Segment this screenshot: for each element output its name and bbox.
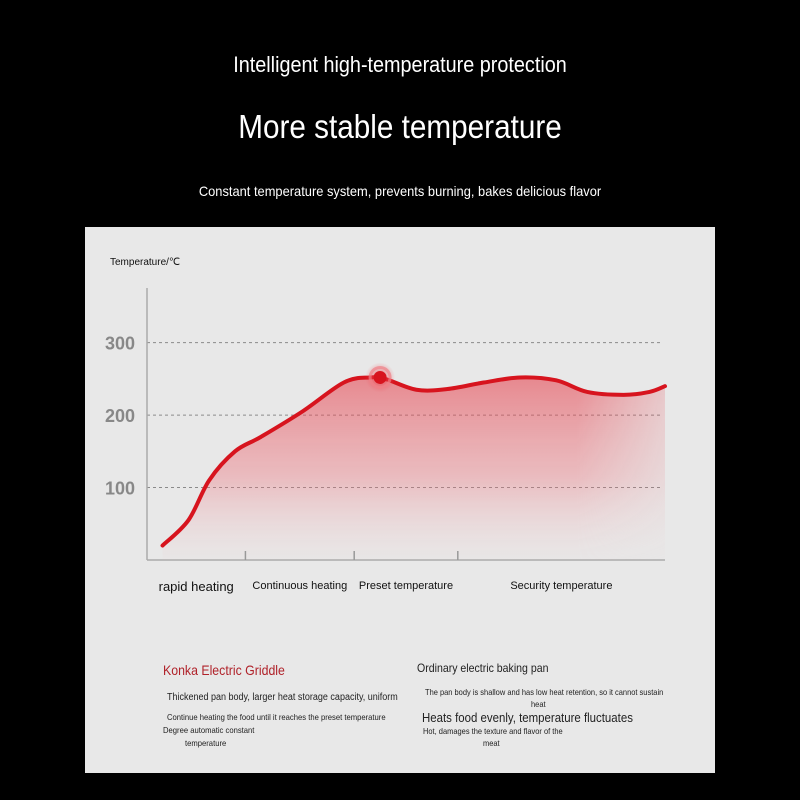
konka-line-2: Continue heating the food until it reach… [167,712,386,722]
y-axis-label: Temperature/℃ [110,257,180,268]
konka-line-4: temperature [185,738,227,748]
ordinary-line-3: Heats food evenly, temperature fluctuate… [422,710,633,725]
header-subtitle: Intelligent high-temperature protection [233,52,567,77]
temperature-chart: Temperature/℃ 100 200 300 rapid heating Con… [105,257,667,594]
phase-label: Preset temperature [359,580,453,592]
y-tick-label: 300 [105,334,135,354]
header-title: More stable temperature [238,108,562,145]
ordinary-line-1: The pan body is shallow and has low heat… [425,687,664,697]
highlight-point [373,370,387,384]
phase-label: Continuous heating [252,580,347,592]
chart-panel: Temperature/℃ 100 200 300 rapid heating Con… [85,227,715,773]
temperature-line [160,375,667,548]
y-tick-label: 100 [105,479,135,499]
y-tick-label: 200 [105,406,135,426]
ordinary-line-5: meat [483,738,500,748]
konka-line-1: Thickened pan body, larger heat storage … [167,692,398,703]
ordinary-line-4: Hot, damages the texture and flavor of t… [423,726,563,736]
phase-label: rapid heating [159,579,234,594]
highlight-ring [368,365,392,389]
konka-line-3: Degree automatic constant [163,725,255,735]
konka-title: Konka Electric Griddle [163,662,285,678]
ordinary-title: Ordinary electric baking pan [417,661,549,675]
temperature-area [162,377,665,560]
header-description: Constant temperature system, prevents bu… [198,183,602,199]
ordinary-line-2: heat [531,699,546,709]
phase-label: Security temperature [510,580,612,592]
